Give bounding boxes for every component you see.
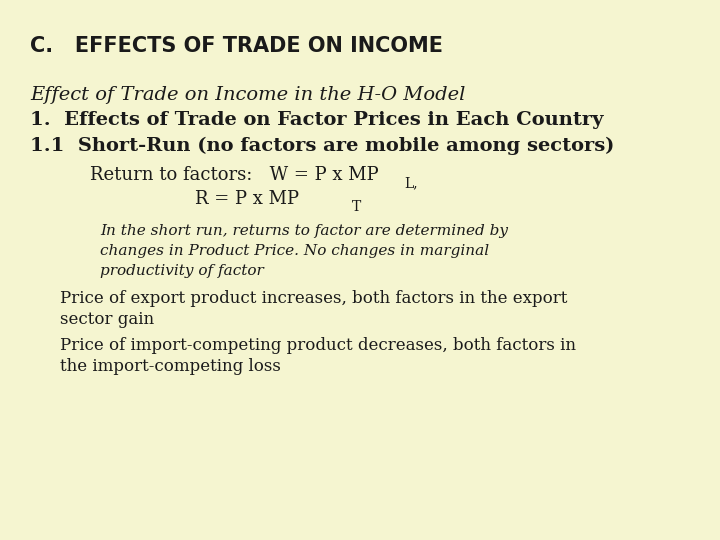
Text: Price of export product increases, both factors in the export: Price of export product increases, both …	[60, 290, 567, 307]
Text: T: T	[352, 200, 361, 214]
Text: 1.1  Short-Run (no factors are mobile among sectors): 1.1 Short-Run (no factors are mobile amo…	[30, 137, 614, 155]
Text: the import-competing loss: the import-competing loss	[60, 358, 281, 375]
Text: In the short run, returns to factor are determined by: In the short run, returns to factor are …	[100, 224, 508, 238]
Text: productivity of factor: productivity of factor	[100, 264, 264, 278]
Text: sector gain: sector gain	[60, 311, 154, 328]
Text: Price of import-competing product decreases, both factors in: Price of import-competing product decrea…	[60, 337, 576, 354]
Text: R = P x MP: R = P x MP	[195, 190, 299, 208]
Text: changes in Product Price. No changes in marginal: changes in Product Price. No changes in …	[100, 244, 489, 258]
Text: 1.  Effects of Trade on Factor Prices in Each Country: 1. Effects of Trade on Factor Prices in …	[30, 111, 603, 129]
Text: C.   EFFECTS OF TRADE ON INCOME: C. EFFECTS OF TRADE ON INCOME	[30, 36, 443, 56]
Text: Return to factors:   W = P x MP: Return to factors: W = P x MP	[90, 166, 379, 184]
Text: Effect of Trade on Income in the H-O Model: Effect of Trade on Income in the H-O Mod…	[30, 86, 465, 104]
Text: L,: L,	[404, 176, 418, 190]
